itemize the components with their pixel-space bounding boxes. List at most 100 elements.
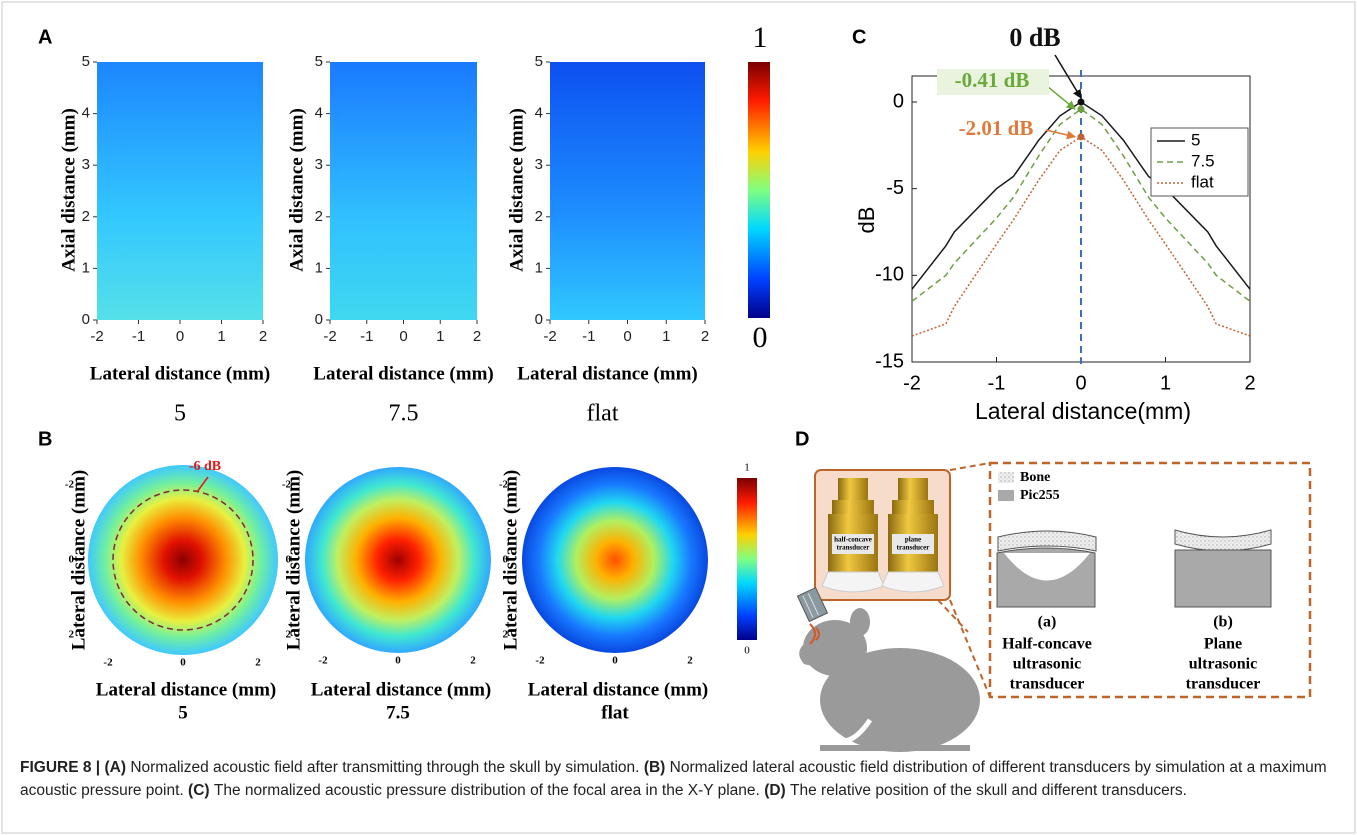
- caption-text: The normalized acoustic pressure distrib…: [213, 782, 760, 799]
- y-tick-label: 2: [286, 629, 292, 641]
- transducer: [898, 478, 928, 500]
- connector: [937, 599, 969, 633]
- x-tick-label: -2: [903, 372, 921, 394]
- inset-label: half-concave: [834, 536, 872, 544]
- rat-leg: [828, 718, 873, 744]
- annotation: -6 dB: [189, 459, 221, 474]
- y-tick-label: 0: [893, 90, 904, 112]
- field-map: [522, 467, 708, 653]
- x-tick-label: -1: [582, 328, 595, 345]
- bone-layer: [1174, 529, 1272, 552]
- y-tick-label: 0: [315, 311, 323, 328]
- y-axis-label: Lateral distance (mm): [283, 470, 304, 650]
- field-map: [88, 465, 278, 655]
- design-label: transducer: [1186, 676, 1261, 693]
- connector: [949, 462, 991, 471]
- x-tick-label: 2: [470, 655, 476, 667]
- caption-text: (A): [104, 759, 126, 776]
- label-plate: [892, 534, 934, 554]
- legend-swatch: [998, 472, 1014, 483]
- x-tick-label: 1: [436, 328, 444, 345]
- y-tick-label: 2: [315, 208, 323, 225]
- legend-label: Bone: [1020, 470, 1050, 485]
- y-axis-label: Axial distance (mm): [58, 108, 79, 272]
- y-axis-label: Lateral distance (mm): [68, 470, 89, 650]
- connector: [949, 599, 991, 698]
- x-tick-label: 0: [395, 655, 401, 667]
- colorbar-label: 0: [753, 321, 768, 354]
- subplot-name: 7.5: [386, 702, 410, 723]
- transducer-base: [821, 571, 885, 593]
- x-tick-label: 0: [612, 655, 618, 667]
- y-tick-label: 0: [69, 554, 75, 566]
- design-label: transducer: [1010, 676, 1085, 693]
- annotation-arrow: [1045, 129, 1076, 140]
- caption-text: FIGURE 8 |: [20, 759, 101, 776]
- focus: [330, 118, 477, 320]
- colorbar-label: 1: [744, 462, 750, 474]
- x-axis-label: Lateral distance(mm): [975, 398, 1191, 424]
- y-axis-label: Axial distance (mm): [506, 108, 527, 272]
- x-tick-label: 2: [259, 328, 267, 345]
- y-tick-label: 5: [535, 53, 543, 70]
- x-tick-label: 2: [255, 657, 261, 669]
- focus: [571, 203, 684, 320]
- panel-letter: B: [38, 428, 52, 450]
- colorbar-label: 1: [753, 21, 768, 54]
- x-tick-label: -2: [318, 655, 328, 667]
- legend-label: flat: [1191, 172, 1214, 191]
- y-tick-label: 3: [315, 156, 323, 173]
- y-tick-label: -5: [886, 177, 904, 199]
- subplot-name: flat: [601, 702, 629, 723]
- y-tick-label: 2: [69, 629, 75, 641]
- design-label: Half-concave: [1002, 636, 1092, 653]
- y-tick-label: 5: [315, 53, 323, 70]
- annotation-arrow: [1054, 54, 1082, 99]
- colorbar: [748, 62, 770, 318]
- wave: [809, 623, 820, 645]
- y-tick-label: -10: [875, 264, 904, 286]
- y-tick-label: -2: [65, 479, 75, 491]
- detail-box: [988, 461, 1312, 699]
- legend-label: 7.5: [1191, 151, 1215, 170]
- x-tick-label: 0: [180, 657, 186, 669]
- y-axis-label: Lateral distance (mm): [500, 470, 521, 650]
- transducer: [892, 500, 934, 514]
- design-label: ultrasonic: [1013, 656, 1081, 673]
- x-axis-label: Lateral distance (mm): [90, 363, 270, 384]
- caption-text: Normalized lateral acoustic field distri…: [20, 759, 1327, 799]
- caption: FIGURE 8 | (A) Normalized acoustic field a…: [20, 756, 1338, 802]
- panel-letter: D: [795, 428, 809, 450]
- transducer: [838, 478, 868, 500]
- diagram: [796, 461, 1312, 752]
- legend-label: Pic255: [1020, 488, 1060, 503]
- x-tick-label: -1: [988, 372, 1006, 394]
- field-map: [305, 467, 491, 653]
- colorbar-label: 0: [744, 645, 750, 657]
- inset-label: transducer: [837, 544, 870, 552]
- annotation: -0.41 dB: [955, 68, 1030, 92]
- y-tick-label: 4: [315, 105, 323, 122]
- heatmap-focus: [330, 118, 477, 320]
- annotation-pointer: [196, 476, 209, 493]
- y-tick-label: 3: [82, 156, 90, 173]
- caption-text: Normalized acoustic field after transmit…: [130, 759, 640, 776]
- x-tick-label: 0: [623, 328, 631, 345]
- y-axis-label: dB: [854, 207, 879, 234]
- x-tick-label: -2: [103, 657, 113, 669]
- design-tag: (a): [1038, 614, 1057, 631]
- peak-point: [1077, 133, 1085, 141]
- x-axis-label: Lateral distance (mm): [311, 679, 491, 700]
- transducer: [832, 500, 874, 514]
- x-tick-label: -2: [90, 328, 103, 345]
- y-tick-label: 0: [503, 554, 509, 566]
- x-tick-label: -2: [543, 328, 556, 345]
- panel-letter: C: [852, 26, 866, 48]
- peak-point: [1077, 105, 1085, 113]
- y-tick-label: 4: [535, 105, 543, 122]
- x-tick-label: 1: [662, 328, 670, 345]
- design-label: Plane: [1204, 636, 1242, 653]
- subplot-name: 5: [174, 401, 186, 427]
